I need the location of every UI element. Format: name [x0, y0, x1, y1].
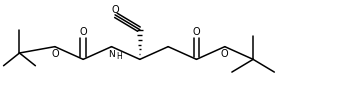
Text: O: O	[111, 5, 119, 15]
Text: O: O	[221, 49, 229, 59]
Text: O: O	[79, 27, 87, 37]
Text: H: H	[116, 52, 122, 61]
Text: N: N	[108, 50, 115, 59]
Text: O: O	[193, 27, 200, 37]
Text: O: O	[51, 49, 59, 59]
